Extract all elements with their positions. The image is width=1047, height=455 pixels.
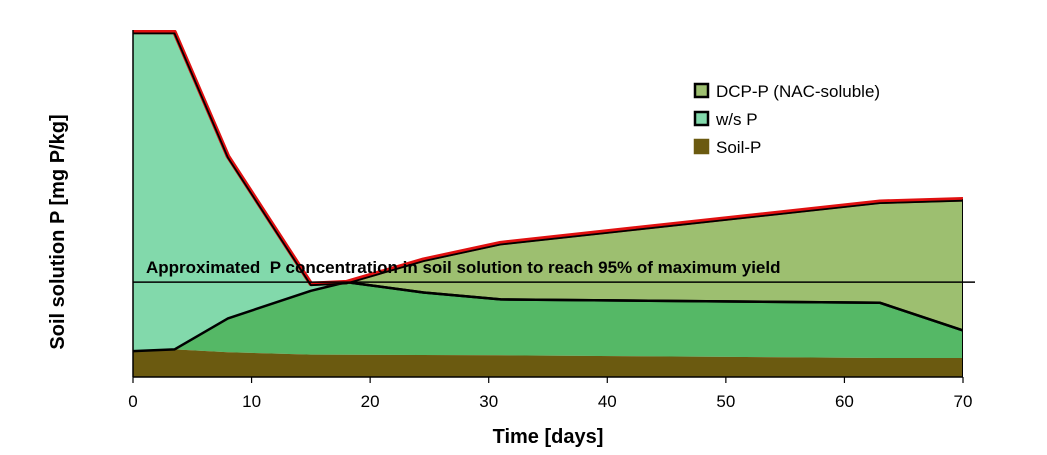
x-tick-label-0: 0 <box>128 392 137 411</box>
x-tick-label-6: 60 <box>835 392 854 411</box>
area-band-2 <box>133 32 963 352</box>
area-band-1 <box>133 282 963 358</box>
chart-areas <box>133 32 963 377</box>
legend-label-1: w/s P <box>715 110 758 129</box>
x-axis-title: Time [days] <box>493 426 604 448</box>
x-tick-label-7: 70 <box>954 392 973 411</box>
x-tick-label-1: 10 <box>242 392 261 411</box>
x-tick-labels: 0 10 20 30 40 50 60 70 <box>128 377 972 411</box>
area-band-3 <box>133 32 963 331</box>
chart-axes <box>132 30 975 378</box>
legend: DCP-P (NAC-soluble) w/s P Soil-P <box>693 82 880 157</box>
legend-label-0: DCP-P (NAC-soluble) <box>716 82 880 101</box>
y-axis-title: Soil solution P [mg P/kg] <box>47 114 69 349</box>
legend-swatch-0 <box>693 82 710 99</box>
x-tick-label-3: 30 <box>479 392 498 411</box>
legend-swatch-2 <box>693 138 710 155</box>
x-tick-label-4: 40 <box>598 392 617 411</box>
area-band-0 <box>133 349 963 377</box>
legend-swatch-1 <box>693 110 710 127</box>
top-edge-black <box>133 32 963 287</box>
threshold-label: Approximated P concentration in soil sol… <box>146 258 780 277</box>
x-tick-label-5: 50 <box>716 392 735 411</box>
x-tick-label-2: 20 <box>361 392 380 411</box>
legend-label-2: Soil-P <box>716 138 761 157</box>
